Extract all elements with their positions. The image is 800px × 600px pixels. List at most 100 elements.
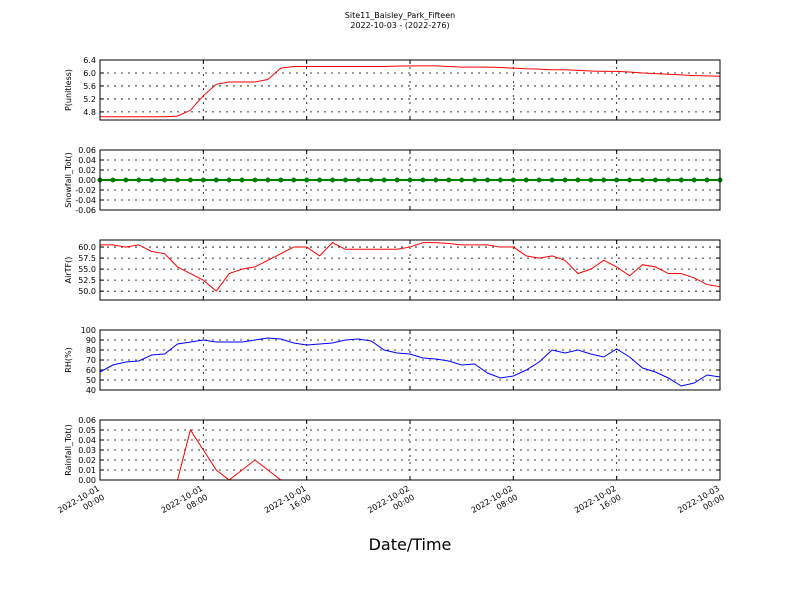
data-point: [407, 177, 413, 183]
data-point: [368, 177, 374, 183]
data-point: [304, 177, 310, 183]
data-point: [330, 177, 335, 183]
data-point: [175, 177, 180, 183]
data-point: [394, 177, 400, 183]
y-axis-label: P(unitless): [64, 69, 73, 111]
data-point: [588, 177, 594, 183]
data-point: [601, 177, 607, 183]
data-point: [472, 177, 478, 183]
data-point: [136, 177, 142, 183]
x-tick-label: 2022-10-0300:00: [676, 484, 726, 524]
data-point: [226, 177, 232, 183]
data-point: [265, 177, 271, 183]
chart-subtitle: 2022-10-03 - (2022-276): [350, 21, 449, 30]
plot-frame: [99, 149, 721, 211]
data-point: [446, 177, 452, 183]
data-point: [678, 177, 684, 183]
y-tick-label: 0.00: [78, 176, 96, 185]
y-tick-label: 57.5: [78, 254, 96, 263]
data-line: [100, 65, 721, 118]
y-tick-label: 0.06: [78, 416, 96, 425]
y-axis-label: Snowfall_Tot(): [64, 152, 73, 208]
y-tick-label: 0.02: [78, 456, 96, 465]
y-tick-label: 60.0: [78, 243, 96, 252]
data-point: [381, 177, 387, 183]
data-point: [523, 177, 529, 183]
data-point: [200, 177, 206, 183]
data-point: [420, 177, 426, 183]
data-line: [99, 337, 721, 387]
y-tick-label: 0.04: [78, 156, 96, 165]
x-tick-label: 2022-10-0100:00: [56, 484, 106, 524]
data-point: [149, 177, 155, 183]
data-point: [510, 177, 516, 183]
data-point: [187, 177, 193, 183]
data-point: [640, 177, 645, 183]
y-tick-label: 40: [86, 386, 96, 395]
y-tick-label: 5.2: [83, 95, 96, 104]
x-tick-label: 2022-10-0208:00: [470, 484, 520, 524]
x-axis-label: Date/Time: [369, 535, 452, 554]
plot-frame: [99, 59, 721, 121]
y-tick-label: 100: [81, 326, 96, 335]
plot-frame: [99, 239, 721, 301]
y-tick-label: 0.03: [78, 446, 96, 455]
y-tick-label: 0.04: [78, 436, 96, 445]
data-point: [652, 177, 658, 183]
data-point: [252, 177, 258, 183]
y-tick-label: 80: [86, 346, 96, 355]
data-point: [355, 177, 361, 183]
y-tick-label: 5.6: [83, 82, 96, 91]
y-tick-label: 6.0: [83, 69, 96, 78]
y-tick-label: 0.06: [78, 146, 96, 155]
y-tick-label: -0.06: [75, 206, 96, 215]
data-point: [239, 177, 245, 183]
plot-frame: [99, 419, 721, 481]
y-tick-label: 6.4: [83, 56, 96, 65]
data-point: [485, 177, 490, 183]
data-point: [549, 177, 555, 183]
data-line: [100, 242, 721, 292]
y-tick-label: -0.04: [75, 196, 96, 205]
data-point: [213, 177, 219, 183]
data-point: [704, 177, 710, 183]
y-tick-label: 0.05: [78, 426, 96, 435]
data-point: [665, 177, 671, 183]
y-tick-label: 52.5: [78, 276, 96, 285]
data-point: [162, 177, 168, 183]
y-tick-label: 4.8: [83, 108, 96, 117]
x-tick-label: 2022-10-0200:00: [366, 484, 416, 524]
data-point: [342, 177, 348, 183]
x-tick-label: 2022-10-0216:00: [573, 484, 623, 524]
x-tick-label: 2022-10-0108:00: [160, 484, 210, 524]
data-point: [614, 177, 620, 183]
y-tick-label: 50: [86, 376, 96, 385]
y-tick-label: 70: [86, 356, 96, 365]
y-tick-label: 55.0: [78, 265, 96, 274]
data-point: [291, 177, 297, 183]
data-point: [433, 177, 439, 183]
y-tick-label: 60: [86, 366, 96, 375]
y-tick-label: 0.00: [78, 476, 96, 485]
data-point: [110, 177, 116, 183]
data-point: [317, 177, 323, 183]
data-point: [497, 177, 503, 183]
data-point: [536, 177, 542, 183]
plot-frame: [99, 329, 721, 391]
y-axis-label: RH(%): [64, 347, 73, 372]
y-tick-label: 90: [86, 336, 96, 345]
data-point: [575, 177, 581, 183]
y-axis-label: Rainfall_Tot(): [64, 424, 73, 476]
x-tick-label: 2022-10-0116:00: [263, 484, 313, 524]
data-point: [123, 177, 129, 183]
data-point: [562, 177, 568, 183]
y-tick-label: 0.02: [78, 166, 96, 175]
y-tick-label: -0.02: [75, 186, 96, 195]
y-tick-label: 50.0: [78, 287, 96, 296]
chart-title: Site11_Baisley_Park_Fifteen: [345, 11, 455, 20]
data-point: [459, 177, 465, 183]
data-point: [691, 177, 697, 183]
y-axis-label: AirTF(): [64, 257, 73, 284]
y-tick-label: 0.01: [78, 466, 96, 475]
